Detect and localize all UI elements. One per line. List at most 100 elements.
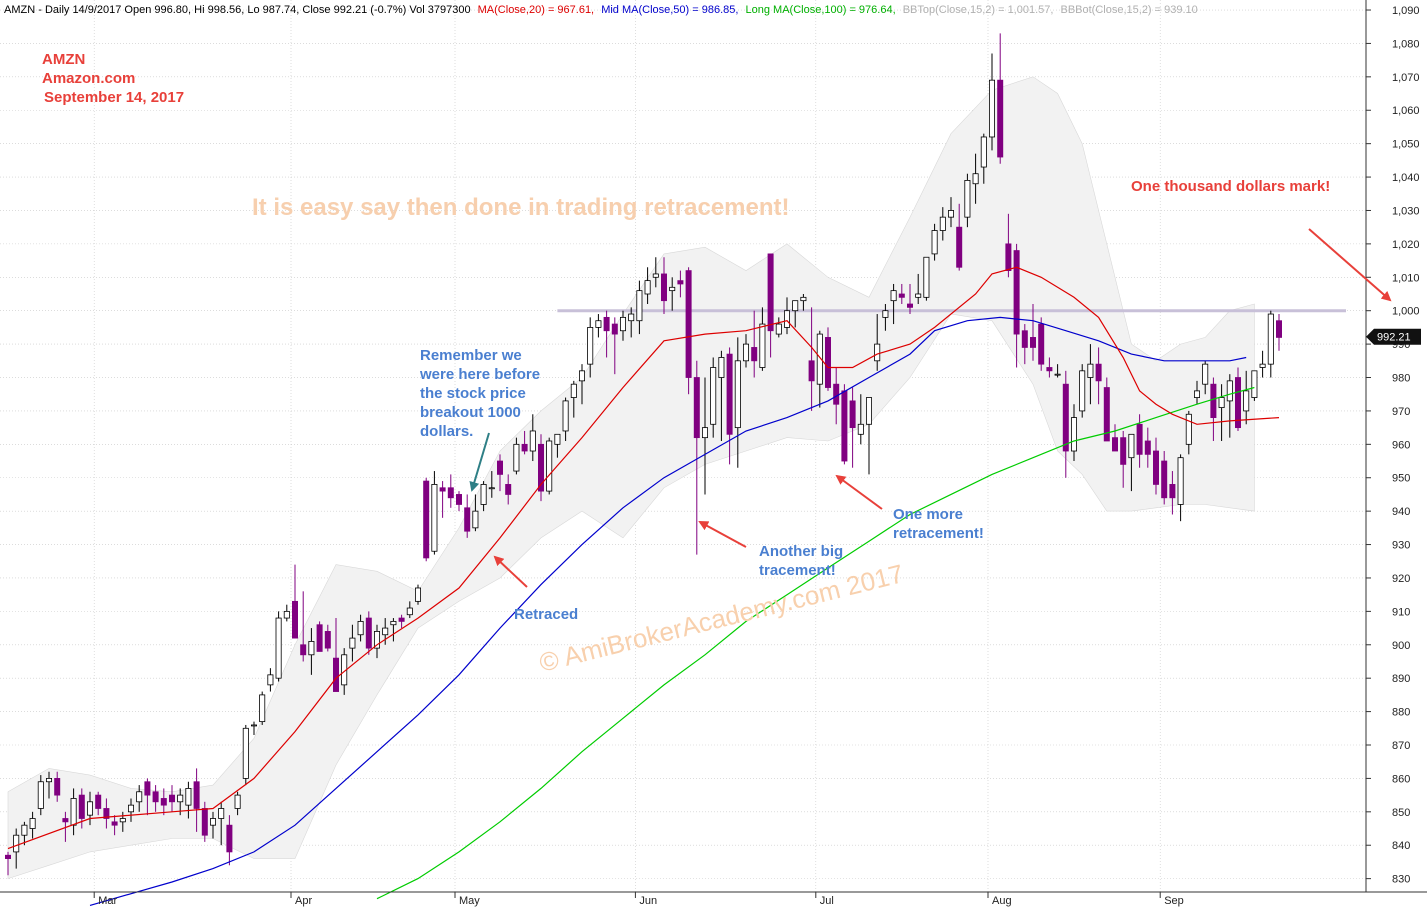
candle: [1251, 370, 1258, 401]
candle-body-down: [898, 293, 905, 298]
candle: [1153, 437, 1160, 495]
candle-body-up: [283, 610, 290, 619]
candle-body-up: [595, 320, 602, 328]
candle: [661, 257, 668, 315]
candle-body-down: [316, 624, 323, 652]
candle-body-down: [324, 631, 331, 649]
candle: [242, 724, 249, 786]
candle: [1062, 370, 1069, 478]
arrow-thousand: [1308, 228, 1392, 302]
candle-body-up: [1202, 363, 1209, 385]
y-tick-label: 890: [1392, 673, 1410, 685]
candle-body-down: [1235, 377, 1242, 429]
y-tick-label: 920: [1392, 573, 1410, 585]
candle: [414, 584, 421, 605]
annotation-another-line-1: Another big: [759, 543, 843, 560]
candle: [915, 273, 922, 305]
candle: [152, 785, 159, 812]
candle-body-down: [193, 781, 200, 809]
candle: [300, 591, 307, 662]
candle: [587, 317, 594, 378]
candle-body-up: [775, 323, 782, 335]
y-tick-label: 880: [1392, 707, 1410, 719]
candle: [849, 387, 856, 468]
candle-body-down: [1169, 484, 1176, 499]
candle-body-up: [562, 400, 569, 432]
candle: [1071, 404, 1078, 462]
candle-body-down: [1136, 423, 1143, 455]
candle-body-up: [1079, 370, 1086, 412]
candle-body-up: [70, 798, 77, 826]
candle: [857, 394, 864, 445]
candle-body-up: [1218, 397, 1225, 408]
candle-body-down: [693, 377, 700, 439]
candle: [46, 771, 53, 799]
chart-title: AMZN: [42, 51, 85, 68]
arrow-another: [698, 521, 747, 548]
candle: [29, 811, 36, 839]
candle-body-down: [521, 443, 528, 452]
candle-body-up: [800, 296, 807, 302]
candle: [1112, 424, 1119, 452]
candle-body-down: [1112, 437, 1119, 452]
candle-body-up: [587, 327, 594, 365]
x-tick-label: May: [459, 895, 480, 907]
candle: [218, 801, 225, 846]
candle: [103, 798, 110, 829]
candle: [874, 314, 881, 371]
annotation-remember-line-5: dollars.: [420, 423, 473, 440]
candle-body-down: [144, 781, 151, 796]
candle: [611, 317, 618, 375]
candle: [595, 314, 602, 338]
x-tick-label: Apr: [295, 895, 312, 907]
x-tick-label: Sep: [1164, 895, 1184, 907]
candle-body-up: [1226, 380, 1233, 402]
candle-body-down: [1120, 437, 1127, 465]
candle-body-up: [177, 794, 184, 803]
candle: [989, 53, 996, 151]
candle-body-up: [267, 674, 274, 686]
candle: [759, 307, 766, 371]
candle: [70, 788, 77, 836]
candle: [521, 430, 528, 455]
y-tick-label: 980: [1392, 373, 1410, 385]
candle: [431, 471, 438, 555]
candle: [767, 253, 774, 358]
candle-body-down: [1021, 330, 1028, 348]
candle-body-up: [1087, 363, 1094, 378]
candle: [160, 788, 167, 816]
candle-body-down: [677, 280, 684, 285]
candle: [1202, 360, 1209, 395]
candle: [1243, 370, 1250, 425]
x-tick-label: Jul: [820, 895, 834, 907]
candle-body-up: [1054, 373, 1061, 376]
candle-body-down: [152, 791, 159, 803]
candle: [480, 481, 487, 512]
candle-body-up: [127, 804, 134, 813]
annotation-remember-line-1: Remember we: [420, 347, 522, 364]
candle: [554, 433, 561, 458]
candle-body-up: [21, 824, 28, 836]
candle-body-down: [1144, 440, 1151, 455]
candle: [538, 434, 545, 502]
candle: [349, 624, 356, 662]
candle-body-up: [529, 430, 536, 452]
candle: [357, 614, 364, 642]
candle: [529, 414, 536, 462]
header-bbtop: BBTop(Close,15,2) = 1,001.57,: [903, 4, 1054, 16]
candle: [398, 614, 405, 629]
candle: [455, 491, 462, 512]
y-tick-label: 910: [1392, 606, 1410, 618]
candle: [37, 775, 44, 816]
candle: [127, 798, 134, 822]
candle: [324, 624, 331, 652]
candle: [1194, 380, 1201, 405]
candle: [382, 618, 389, 645]
candle: [119, 811, 126, 832]
candle: [702, 377, 709, 495]
candle-body-up: [1071, 417, 1078, 452]
candle: [669, 277, 676, 311]
y-tick-label: 830: [1392, 874, 1410, 886]
candle-body-down: [291, 600, 298, 639]
